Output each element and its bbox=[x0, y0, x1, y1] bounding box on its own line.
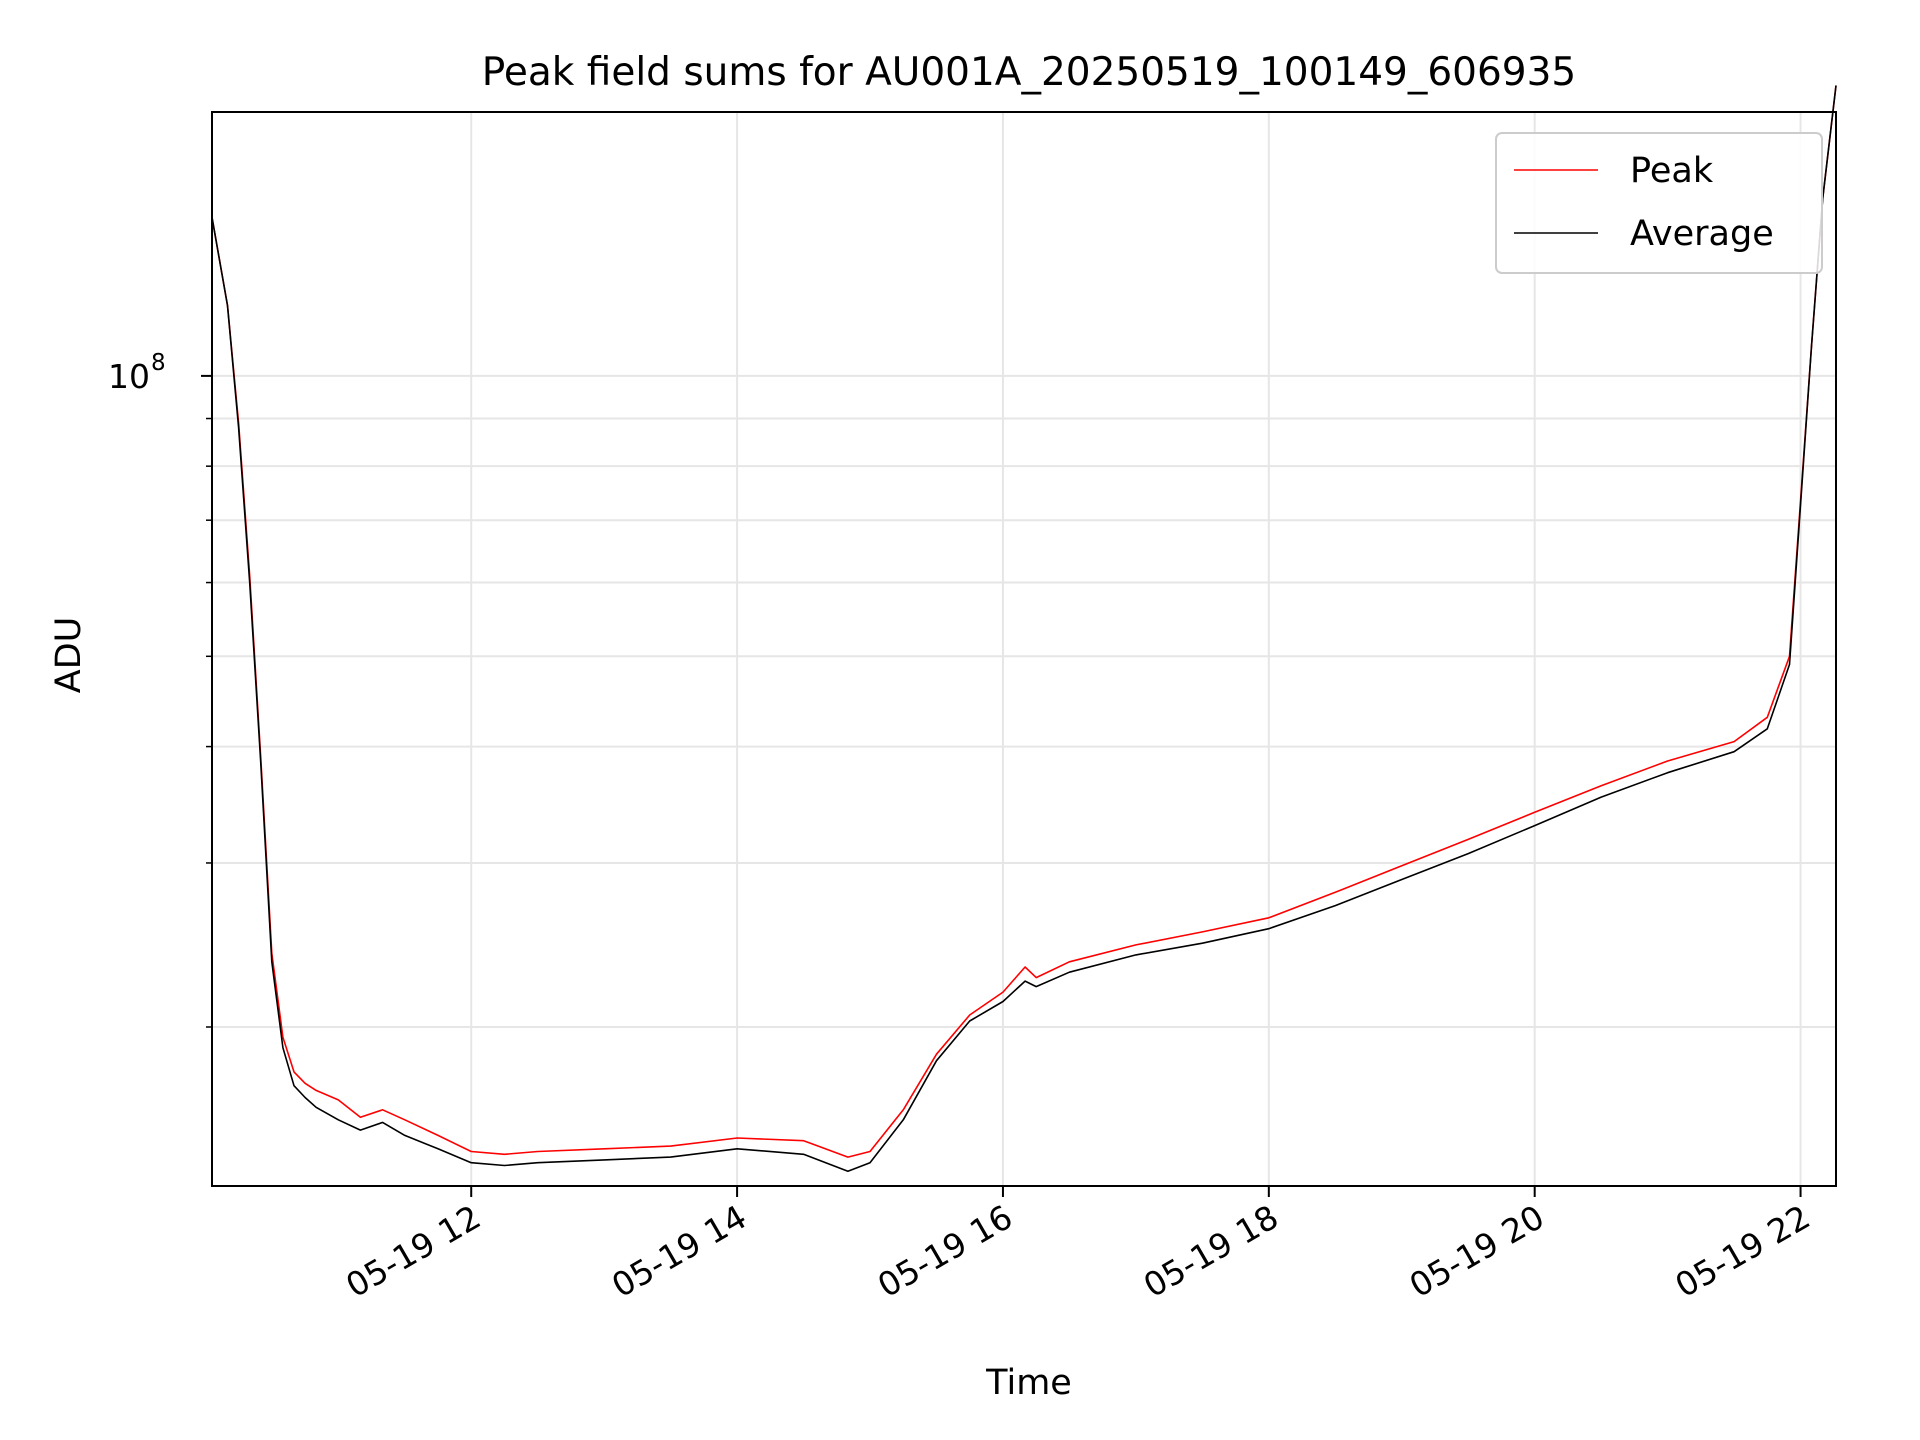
x-axis-label: Time bbox=[985, 1363, 1072, 1403]
x-tick-label: 05-19 22 bbox=[1669, 1197, 1817, 1305]
y-axis-label: ADU bbox=[49, 617, 89, 694]
chart-title: Peak field sums for AU001A_20250519_1001… bbox=[482, 50, 1576, 95]
x-tick-label: 05-19 20 bbox=[1403, 1197, 1551, 1305]
y-tick-label: 10 bbox=[108, 357, 150, 396]
legend: Peak Average bbox=[1496, 133, 1822, 273]
x-tick-label: 05-19 18 bbox=[1137, 1197, 1285, 1305]
legend-label-average: Average bbox=[1630, 214, 1774, 254]
axis-ticks: 05-19 12 05-19 14 05-19 16 05-19 18 05-19 20… bbox=[108, 350, 1817, 1305]
x-tick-label: 05-19 12 bbox=[339, 1197, 487, 1305]
x-tick-label: 05-19 16 bbox=[871, 1197, 1019, 1305]
y-tick-label-exponent: 8 bbox=[151, 350, 166, 376]
x-tick-label: 05-19 14 bbox=[605, 1197, 753, 1305]
legend-label-peak: Peak bbox=[1630, 151, 1714, 191]
